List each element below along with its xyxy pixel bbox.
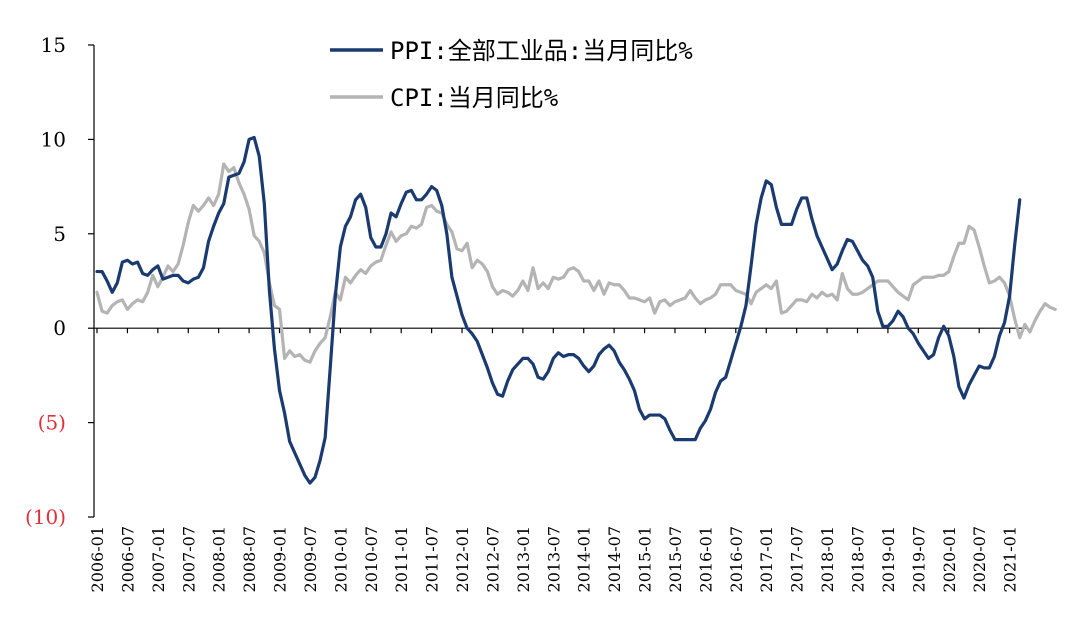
x-tick-label: 2006-07 (118, 526, 137, 592)
x-tick-label: 2016-07 (727, 526, 746, 592)
x-tick-label: 2020-01 (940, 526, 959, 592)
y-tick-label: (10) (25, 505, 66, 529)
x-tick-label: 2012-07 (483, 526, 502, 592)
x-tick-label: 2015-07 (666, 526, 685, 592)
x-tick-label: 2013-01 (514, 526, 533, 592)
y-axis: 15 10 5 0 (5) (10) (25, 33, 95, 529)
x-tick-label: 2018-01 (818, 526, 837, 592)
x-axis: 2006-01 2006-07 2007-01 2007-07 2008-01 2008-… (88, 327, 1026, 592)
x-tick-label: 2017-01 (757, 526, 776, 592)
x-tick-label: 2020-07 (970, 526, 989, 592)
x-tick-label: 2014-07 (605, 526, 624, 592)
x-tick-label: 2007-01 (149, 526, 168, 592)
legend: PPI:全部工业品:当月同比% CPI:当月同比% (330, 37, 693, 112)
x-tick-label: 2015-01 (636, 526, 655, 592)
cpi-series-line (95, 162, 1057, 364)
x-tick-label: 2008-01 (210, 526, 229, 592)
legend-cpi-label: CPI:当月同比% (390, 84, 559, 112)
x-tick-label: 2008-07 (240, 526, 259, 592)
x-tick-label: 2010-07 (362, 526, 381, 592)
x-tick-label: 2018-07 (849, 526, 868, 592)
x-tick-label: 2011-01 (392, 526, 411, 592)
x-tick-label: 2009-07 (301, 526, 320, 592)
x-tick-label: 2013-07 (544, 526, 563, 592)
x-tick-label: 2019-07 (909, 526, 928, 592)
x-tick-label: 2006-01 (88, 526, 107, 592)
x-tick-label: 2007-07 (179, 526, 198, 592)
y-tick-label: 0 (53, 316, 66, 340)
x-tick-label: 2021-01 (1001, 526, 1020, 592)
x-tick-label: 2009-01 (271, 526, 290, 592)
y-tick-label: 10 (41, 127, 66, 151)
x-tick-label: 2010-01 (331, 526, 350, 592)
y-tick-label: 5 (53, 222, 66, 246)
x-tick-label: 2012-01 (453, 526, 472, 592)
y-tick-label: (5) (38, 411, 66, 435)
x-tick-label: 2016-01 (696, 526, 715, 592)
x-tick-label: 2011-07 (423, 526, 442, 592)
x-tick-label: 2019-01 (879, 526, 898, 592)
ppi-series-line (95, 135, 1022, 485)
legend-ppi-label: PPI:全部工业品:当月同比% (390, 37, 693, 65)
x-tick-label: 2017-07 (788, 526, 807, 592)
x-tick-label: 2014-01 (575, 526, 594, 592)
y-tick-label: 15 (41, 33, 66, 57)
series-layer (95, 135, 1057, 485)
